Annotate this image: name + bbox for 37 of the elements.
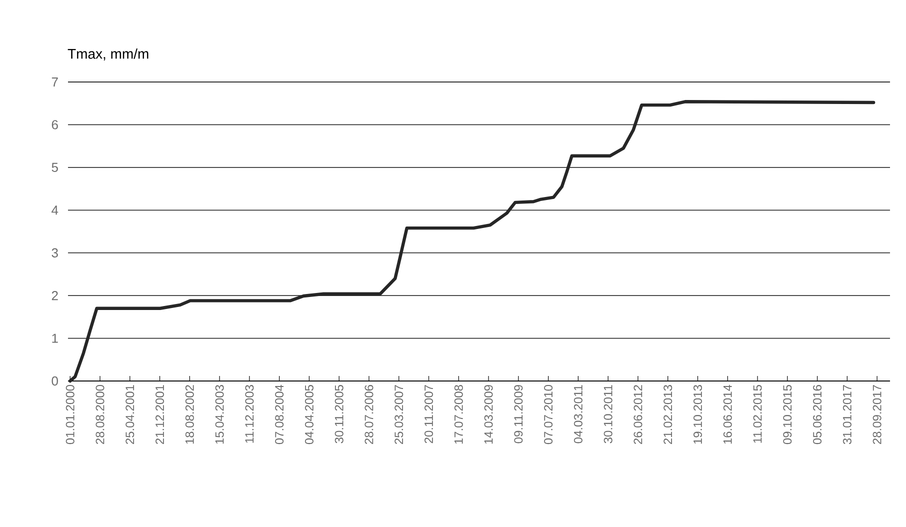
x-tick-label: 18.08.2002: [185, 385, 194, 444]
y-tick-label: 3: [52, 248, 58, 258]
y-axis-title: Tmax, mm/m: [68, 48, 148, 60]
y-tick-label: 7: [52, 78, 58, 86]
x-tick-label: 09.11.2009: [514, 385, 523, 444]
x-tick-label: 21.02.2013: [664, 385, 672, 444]
x-tick-label: 19.10.2013: [693, 385, 702, 444]
y-tick-label: 2: [52, 291, 58, 300]
x-tick-label: 04.03.2011: [574, 385, 582, 444]
x-tick-label: 21.12.2001: [156, 385, 164, 444]
x-tick-label: 07.08.2004: [275, 384, 284, 444]
x-tick-label: 26.06.2012: [634, 385, 642, 444]
x-tick-label: 01.01.2000: [66, 385, 74, 444]
x-tick-label: 07.07.2010: [544, 385, 553, 444]
x-tick-label: 11.12.2003: [245, 385, 254, 443]
x-tick-label: 31.01.2017: [842, 385, 852, 444]
x-tick-label: 16.06.2014: [723, 384, 732, 444]
x-tick-label: 15.04.2003: [215, 385, 224, 444]
x-tick-label: 30.11.2005: [334, 385, 344, 444]
x-tick-label: 05.06.2016: [813, 385, 822, 444]
x-tick-label: 28.07.2006: [364, 385, 374, 444]
y-tick-label: 1: [52, 334, 58, 343]
x-tick-label: 09.10.2015: [783, 385, 792, 444]
y-tick-label: 4: [52, 206, 58, 215]
x-tick-label: 28.09.2017: [872, 385, 882, 444]
x-tick-label: 25.03.2007: [394, 385, 404, 444]
x-tick-label: 17.07.2008: [454, 385, 463, 444]
x-tick-label: 25.04.2001: [126, 385, 134, 444]
x-tick-label: 30.10.2011: [604, 385, 612, 444]
y-tick-label: 6: [52, 120, 58, 130]
x-tick-label: 04.04.2005: [304, 385, 314, 444]
x-tick-label: 20.11.2007: [424, 385, 434, 444]
x-tick-label: 14.03.2009: [484, 385, 493, 444]
y-tick-label: 0: [52, 376, 58, 386]
x-tick-label: 11.02.2015: [753, 385, 762, 443]
y-tick-label: 5: [52, 162, 58, 172]
x-tick-label: 28.08.2000: [96, 385, 104, 444]
